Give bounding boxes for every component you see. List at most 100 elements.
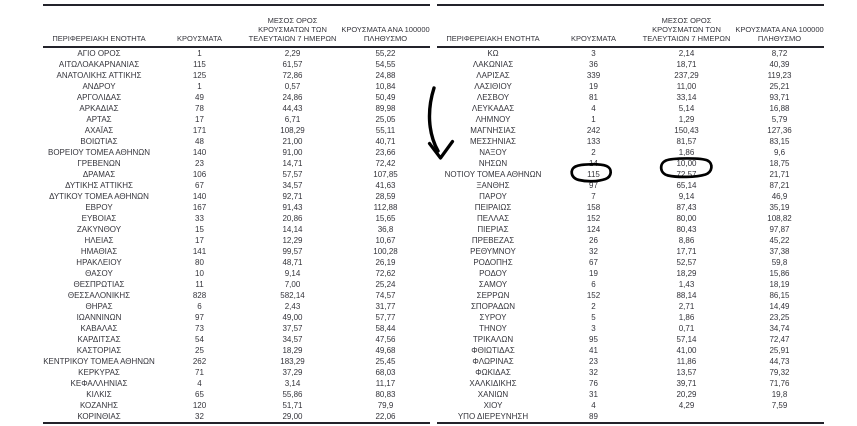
value-cell: [735, 411, 824, 424]
region-name-cell: ΧΑΛΚΙΔΙΚΗΣ: [469, 379, 517, 388]
value-cell: 71,76: [769, 379, 790, 388]
value-cell: 22,06: [341, 411, 430, 424]
table-row: ΜΑΓΝΗΣΙΑΣ 242 150,43 127,36: [437, 125, 824, 136]
table-row: ΑΙΤΩΛΟΑΚΑΡΝΑΝΙΑΣ 115 61,57 54,55: [43, 59, 430, 70]
value-cell: 11,86: [676, 357, 697, 366]
value-cell: 0,57: [284, 82, 301, 91]
table-row: ΖΑΚΥΝΘΟΥ 15 14,14 36,8: [43, 224, 430, 235]
value-cell: 72,57: [676, 170, 697, 179]
value-cell: 54: [195, 335, 204, 344]
column-header: ΚΡΟΥΣΜΑΤΑ ΑΝΑ 100000 ΠΛΗΘΥΣΜΟ: [341, 4, 430, 48]
value-cell: 49,68: [375, 346, 396, 355]
value-cell: 3: [591, 49, 596, 58]
value-cell: 72,42: [375, 159, 396, 168]
value-cell: 25: [195, 346, 204, 355]
region-name-cell: ΠΑΡΟΥ: [479, 192, 507, 201]
value-cell: 150,43: [674, 126, 699, 135]
value-cell: 40,39: [769, 60, 790, 69]
value-cell: 5: [591, 313, 596, 322]
value-cell: 36: [589, 60, 598, 69]
region-name-cell: ΚΑΣΤΟΡΙΑΣ: [76, 346, 122, 355]
value-cell: [638, 411, 735, 424]
table-row: ΞΑΝΘΗΣ 97 65,14 87,21: [437, 180, 824, 191]
value-cell: 72,62: [375, 269, 396, 278]
region-name-cell: ΦΛΩΡΙΝΑΣ: [472, 357, 514, 366]
value-cell: 18,75: [769, 159, 790, 168]
column-header: ΠΕΡΙΦΕΡΕΙΑΚΗ ΕΝΟΤΗΤΑ: [437, 4, 549, 48]
table-row: ΛΑΚΩΝΙΑΣ 36 18,71 40,39: [437, 59, 824, 70]
region-name-cell: ΚΑΡΔΙΤΣΑΣ: [77, 335, 121, 344]
value-cell: 97: [195, 313, 204, 322]
value-cell: 6: [591, 280, 596, 289]
region-name-cell: ΡΟΔΟΥ: [479, 269, 507, 278]
value-cell: 4: [591, 401, 596, 410]
value-cell: 152: [586, 214, 601, 223]
value-cell: 1,43: [678, 280, 695, 289]
value-cell: 44,73: [769, 357, 790, 366]
value-cell: 4: [591, 104, 596, 113]
value-cell: 72,47: [769, 335, 790, 344]
column-header: ΚΡΟΥΣΜΑΤΑ ΑΝΑ 100000 ΠΛΗΘΥΣΜΟ: [735, 4, 824, 48]
region-name-cell: ΑΙΤΩΛΟΑΚΑΡΝΑΝΙΑΣ: [58, 60, 140, 69]
value-cell: 339: [586, 71, 601, 80]
value-cell: 1,86: [678, 148, 695, 157]
region-name-cell: ΘΗΡΑΣ: [85, 302, 113, 311]
value-cell: 100,28: [373, 247, 398, 256]
region-name-cell: ΔΥΤΙΚΟΥ ΤΟΜΕΑ ΑΘΗΝΩΝ: [49, 192, 149, 201]
value-cell: 25,45: [375, 357, 396, 366]
table-row: ΡΟΔΟΥ 19 18,29 15,86: [437, 268, 824, 279]
value-cell: 5,14: [678, 104, 695, 113]
region-name-cell: ΛΕΣΒΟΥ: [476, 93, 510, 102]
value-cell: 23: [589, 357, 598, 366]
region-name-cell: ΑΧΑΪΑΣ: [84, 126, 114, 135]
value-cell: 6: [197, 302, 202, 311]
table-row: ΝΟΤΙΟΥ ΤΟΜΕΑ ΑΘΗΝΩΝ 115 72,57 21,71: [437, 169, 824, 180]
value-cell: 93,71: [769, 93, 790, 102]
table-row: ΗΡΑΚΛΕΙΟΥ 80 48,71 26,19: [43, 257, 430, 268]
table-row: ΤΗΝΟΥ 3 0,71 34,74: [437, 323, 824, 334]
region-name-cell: ΜΕΣΣΗΝΙΑΣ: [470, 137, 516, 146]
value-cell: 33: [195, 214, 204, 223]
region-name-cell: ΣΥΡΟΥ: [479, 313, 507, 322]
value-cell: 13,57: [676, 368, 697, 377]
region-name-cell: ΑΡΤΑΣ: [86, 115, 112, 124]
value-cell: 21,71: [769, 170, 790, 179]
region-name-cell: ΚΙΛΚΙΣ: [86, 390, 112, 399]
value-cell: 74,57: [375, 291, 396, 300]
value-cell: 55,86: [282, 390, 303, 399]
table-row: ΚΑΡΔΙΤΣΑΣ 54 34,57 47,56: [43, 334, 430, 345]
region-name-cell: ΠΡΕΒΕΖΑΣ: [471, 236, 515, 245]
value-cell: 120: [192, 401, 207, 410]
region-name-cell: ΣΠΟΡΑΔΩΝ: [470, 302, 516, 311]
table-row: ΑΝΔΡΟΥ 1 0,57 10,84: [43, 81, 430, 92]
value-cell: 79,9: [377, 401, 394, 410]
value-cell: 9,6: [773, 148, 786, 157]
value-cell: 167: [192, 203, 207, 212]
value-cell: 171: [192, 126, 207, 135]
table-row: ΡΟΔΟΠΗΣ 67 52,57 59,8: [437, 257, 824, 268]
value-cell: 32: [589, 368, 598, 377]
region-name-cell: ΝΗΣΩΝ: [478, 159, 508, 168]
value-cell: 37,29: [282, 368, 303, 377]
table-row: ΚΩ 3 2,14 8,72: [437, 47, 824, 59]
value-cell: 4: [197, 379, 202, 388]
value-cell: 78: [195, 104, 204, 113]
value-cell: 48,71: [282, 258, 303, 267]
value-cell: 57,77: [375, 313, 396, 322]
region-name-cell: ΑΡΚΑΔΙΑΣ: [79, 104, 119, 113]
value-cell: 49: [195, 93, 204, 102]
region-name-cell: ΣΑΜΟΥ: [478, 280, 508, 289]
value-cell: 57,14: [676, 335, 697, 344]
table-row: ΒΟΙΩΤΙΑΣ 48 21,00 40,71: [43, 136, 430, 147]
table-row: ΣΠΟΡΑΔΩΝ 2 2,71 14,49: [437, 301, 824, 312]
region-name-cell: ΒΟΙΩΤΙΑΣ: [80, 137, 118, 146]
value-cell: 58,44: [375, 324, 396, 333]
value-cell: 19,8: [771, 390, 788, 399]
value-cell: 87,21: [769, 181, 790, 190]
value-cell: 36,8: [377, 225, 394, 234]
value-cell: 9,14: [284, 269, 301, 278]
region-name-cell: ΣΕΡΡΩΝ: [476, 291, 510, 300]
value-cell: 80,00: [676, 214, 697, 223]
region-name-cell: ΑΝΔΡΟΥ: [82, 82, 116, 91]
value-cell: 2,43: [284, 302, 301, 311]
